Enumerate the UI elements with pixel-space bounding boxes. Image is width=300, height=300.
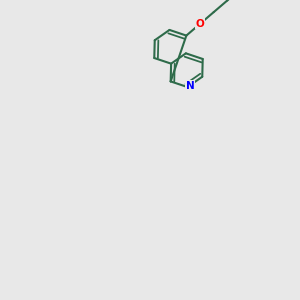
Text: N: N bbox=[185, 81, 194, 91]
Text: O: O bbox=[196, 19, 204, 29]
